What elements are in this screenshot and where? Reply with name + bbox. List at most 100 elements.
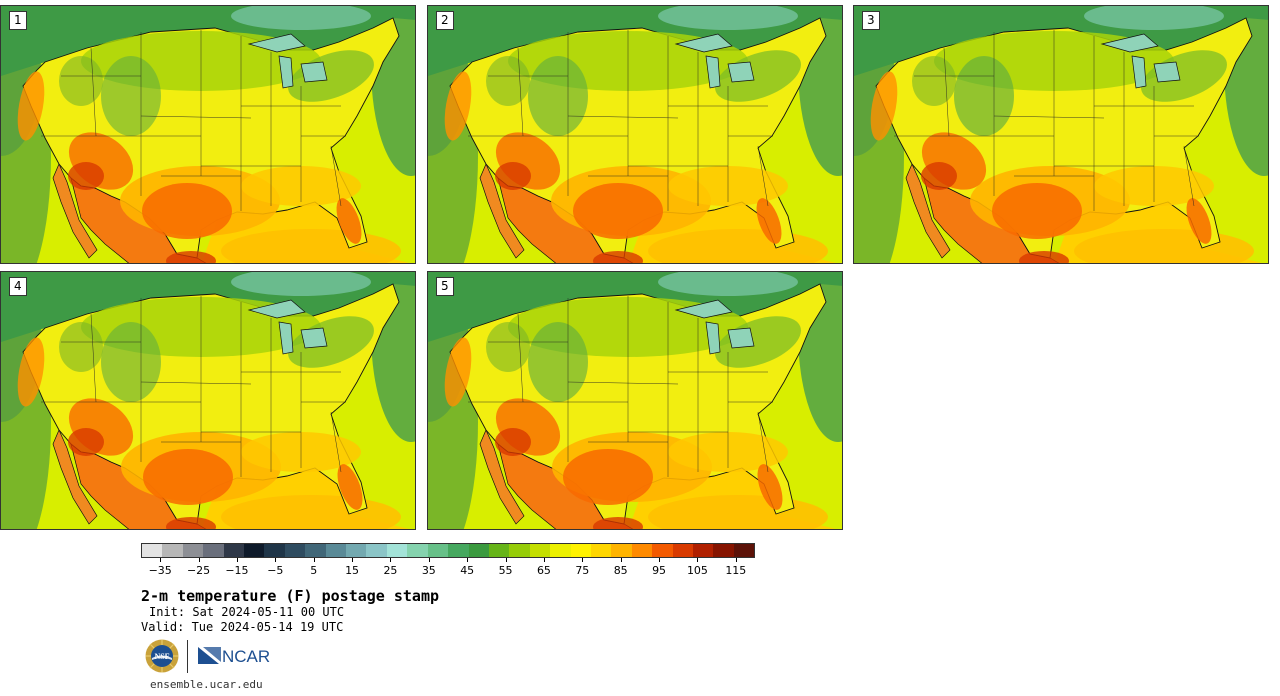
state-boundary [140, 115, 252, 119]
temperature-map [428, 272, 842, 529]
great-lakes [247, 33, 306, 53]
colorbar-swatch [468, 544, 489, 557]
mexico-heat [1019, 251, 1069, 263]
florida-peninsula [757, 464, 783, 510]
northwest-mountains [59, 56, 103, 106]
northwest-mountains [486, 56, 530, 106]
great-lakes [300, 61, 328, 83]
footer-url: ensemble.ucar.edu [150, 678, 263, 691]
california-valley [444, 71, 472, 141]
rocky-mountains [101, 56, 161, 136]
colorbar-swatch [407, 544, 428, 557]
colorbar-tick [313, 558, 315, 562]
colorbar-swatch [611, 544, 632, 557]
florida-peninsula [1186, 198, 1212, 244]
colorbar-swatch [182, 544, 204, 557]
colorbar-tick-label: 55 [498, 564, 513, 577]
state-boundary [757, 145, 769, 207]
colorbar-swatch [366, 544, 387, 557]
canada-land [231, 6, 371, 30]
colorbar-tick [236, 558, 238, 562]
colorbar-tick-label: 85 [613, 564, 628, 577]
colorbar-swatch [733, 544, 755, 557]
florida-peninsula [756, 198, 782, 244]
colorbar-swatch [570, 544, 591, 557]
northwest-mountains [486, 322, 530, 372]
colorbar-tick [582, 558, 584, 562]
member-label: 4 [9, 277, 27, 296]
northwest-mountains [912, 56, 956, 106]
member-1-map-panel: 1 [0, 5, 416, 264]
colorbar-tick-label: 115 [725, 564, 747, 577]
baja-california [479, 429, 525, 525]
colorbar-tick-label: 75 [575, 564, 590, 577]
colorbar-swatch [386, 544, 408, 557]
ncar-logo-text: NCAR [222, 647, 270, 666]
colorbar-swatch [142, 544, 163, 557]
florida-peninsula [336, 198, 362, 244]
logo-divider [187, 640, 188, 673]
colorbar-swatch [203, 544, 224, 557]
colorbar-tick [467, 558, 469, 562]
state-boundary [567, 381, 679, 385]
member-label: 1 [9, 11, 27, 30]
great-lakes [674, 33, 733, 53]
state-boundary [993, 115, 1105, 119]
colorbar-tick [198, 558, 200, 562]
colorbar-swatch [631, 544, 653, 557]
colorbar-tick-label: 105 [686, 564, 708, 577]
great-lakes [727, 61, 755, 83]
colorbar-tick-label: −25 [186, 564, 211, 577]
canada-land [1084, 6, 1224, 30]
colorbar-tick [620, 558, 622, 562]
temperature-map [1, 6, 415, 263]
colorbar-swatch [346, 544, 367, 557]
great-lakes [278, 321, 294, 355]
colorbar-swatch [672, 544, 693, 557]
florida-peninsula [337, 464, 363, 510]
desert-southwest [68, 428, 104, 456]
colorbar-tick [735, 558, 737, 562]
colorbar-swatch [264, 544, 285, 557]
colorbar-swatch [550, 544, 571, 557]
colorbar-swatch [713, 544, 734, 557]
colorbar-tick-label: −35 [148, 564, 172, 577]
northwest-mountains [59, 322, 103, 372]
great-lakes [1100, 33, 1159, 53]
colorbar-swatch [692, 544, 714, 557]
temperature-map [854, 6, 1268, 263]
colorbar-tick-label: 35 [421, 564, 436, 577]
chart-title: 2-m temperature (F) postage stamp [141, 587, 440, 605]
colorbar-tick [543, 558, 545, 562]
member-label: 2 [436, 11, 454, 30]
texas-heat [573, 183, 663, 239]
desert-southwest [921, 162, 957, 190]
mexico-heat [593, 517, 643, 529]
colorbar-tick [160, 558, 162, 562]
colorbar-tick-label: −5 [267, 564, 284, 577]
colorbar-tick [659, 558, 661, 562]
colorbar-tick [428, 558, 430, 562]
mexico-heat [166, 517, 216, 529]
rocky-mountains [954, 56, 1014, 136]
member-5-map-panel: 5 [427, 271, 843, 530]
colorbar-tick-label: −15 [225, 564, 249, 577]
california-valley [870, 71, 898, 141]
colorbar-swatch [509, 544, 530, 557]
baja-california [52, 163, 98, 259]
colorbar-tick [697, 558, 699, 562]
state-boundary [1183, 145, 1195, 207]
temperature-map [1, 272, 415, 529]
state-boundary [567, 115, 679, 119]
texas-heat [143, 449, 233, 505]
texas-heat [142, 183, 232, 239]
baja-california [905, 163, 951, 259]
nsf-logo-text: NSF [154, 652, 169, 661]
baja-california [52, 429, 98, 525]
great-lakes [674, 299, 733, 319]
colorbar-swatch [448, 544, 469, 557]
texas-heat [563, 449, 653, 505]
member-label: 5 [436, 277, 454, 296]
state-boundary [90, 313, 97, 403]
great-lakes [247, 299, 306, 319]
